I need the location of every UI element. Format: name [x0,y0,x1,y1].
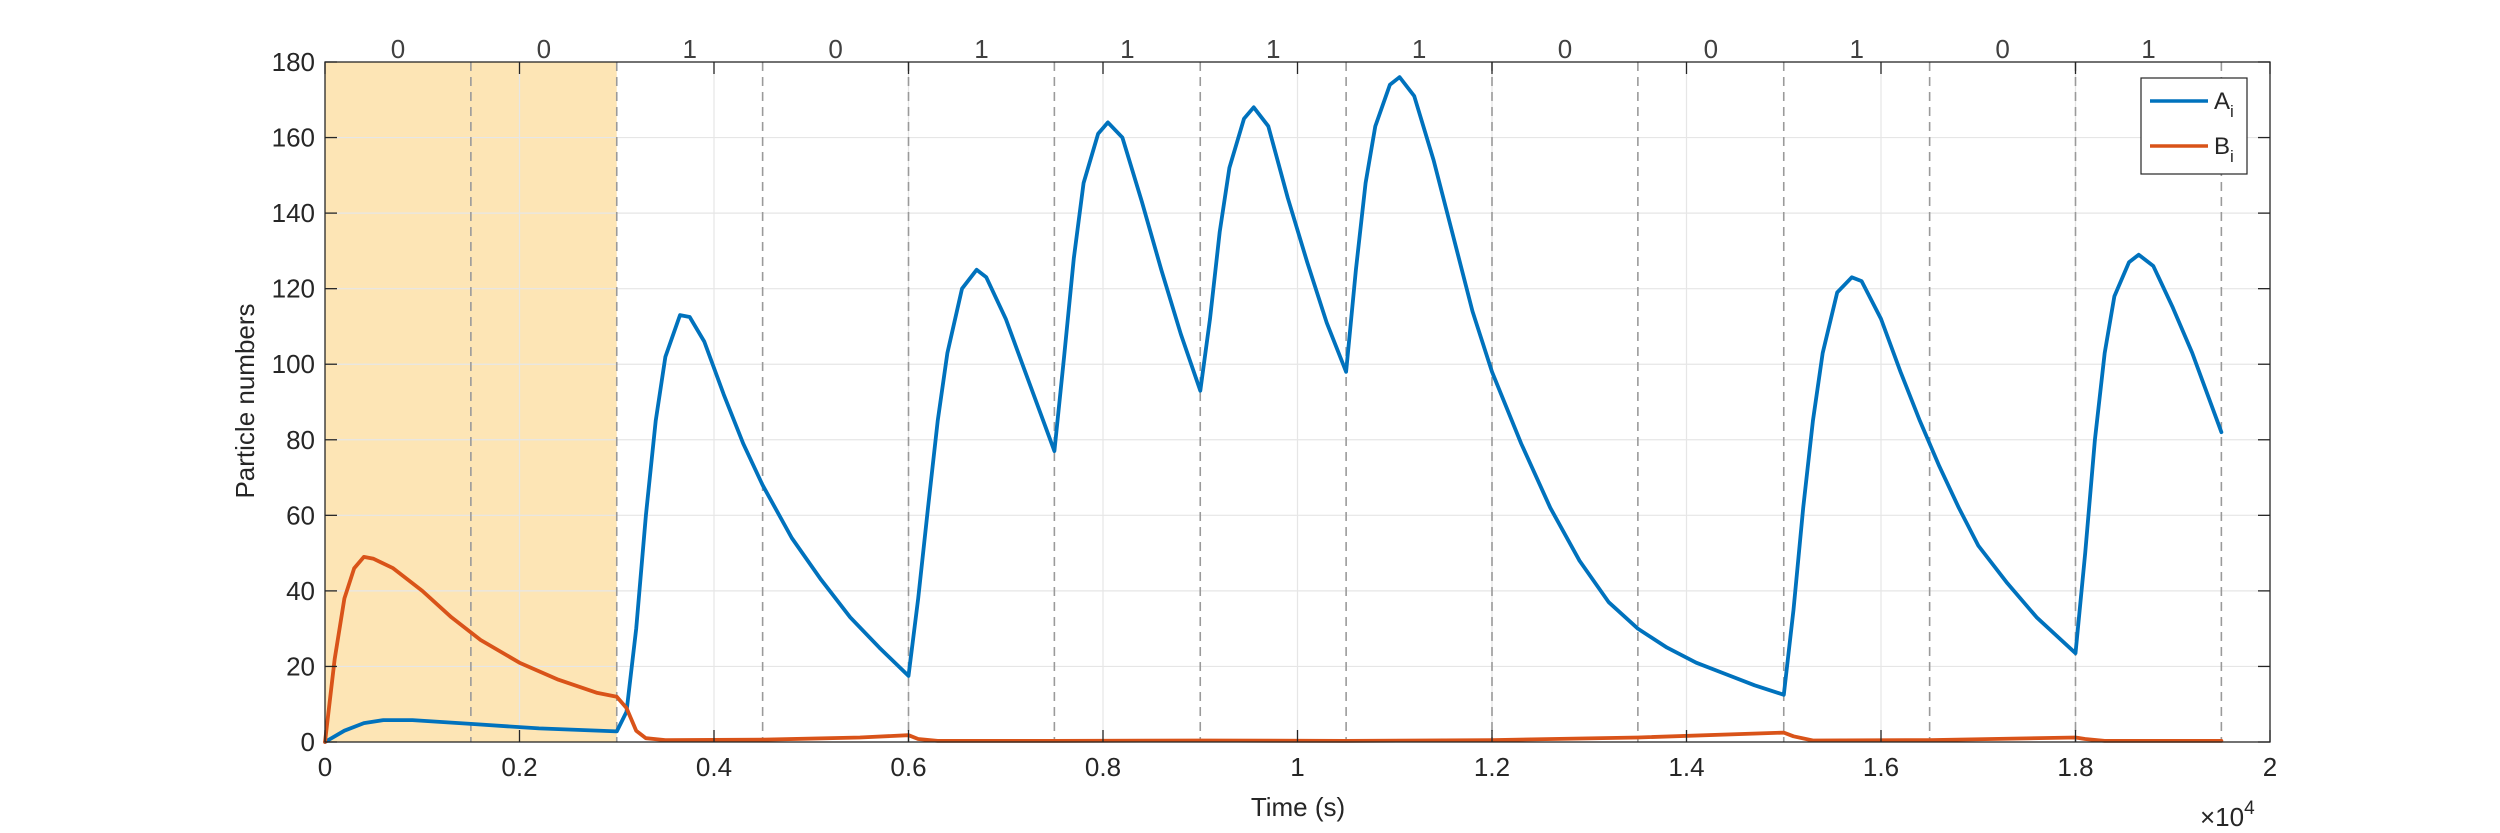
x-tick-label: 1.4 [1668,752,1704,782]
x-exponent-power: 4 [2244,798,2255,819]
interval-label: 1 [2141,34,2155,64]
y-tick-label: 180 [272,47,315,77]
axes [324,61,2271,743]
legend: Ai Bi [2140,77,2248,175]
x-tick-label: 0.4 [696,752,732,782]
legend-sub-b: i [2230,147,2234,166]
interval-label: 0 [1558,34,1572,64]
x-tick-label: 0.6 [890,752,926,782]
legend-box [2140,77,2248,175]
y-tick-label: 60 [286,500,315,530]
y-tick-label: 40 [286,576,315,606]
x-tick-label: 1.8 [2057,752,2093,782]
x-exponent-label: ×104 [2200,798,2255,832]
interval-label: 1 [682,34,696,64]
interval-label: 0 [828,34,842,64]
legend-name-b: B [2214,133,2230,160]
interval-boundaries [470,62,2223,742]
series-line-a [323,75,2224,744]
interval-label: 1 [1849,34,1863,64]
interval-label: 0 [537,34,551,64]
legend-entry-a: Ai [2214,88,2234,121]
y-tick-label: 100 [272,349,315,379]
interval-label: 1 [974,34,988,64]
tick-labels: 0 0.2 0.4 0.6 0.8 1 1.2 1.4 1.6 1.8 20204060801001… [272,47,2278,782]
y-tick-label: 140 [272,198,315,228]
legend-entry-b: Bi [2214,133,2234,166]
y-tick-label: 0 [301,727,315,757]
x-tick-label: 1.6 [1863,752,1899,782]
x-tick-label: 0.2 [501,752,537,782]
y-tick-label: 160 [272,123,315,153]
y-tick-label: 120 [272,274,315,304]
x-tick-label: 1.2 [1474,752,1510,782]
y-tick-label: 20 [286,651,315,681]
legend-sub-a: i [2230,102,2234,121]
x-tick-label: 2 [2263,752,2277,782]
interval-label: 1 [1120,34,1134,64]
y-axis-label: Particle numbers [230,303,260,498]
interval-label: 0 [1995,34,2009,64]
x-tick-label: 0.8 [1085,752,1121,782]
x-tick-label: 0 [318,752,332,782]
interval-label: 1 [1412,34,1426,64]
y-tick-label: 80 [286,425,315,455]
legend-name-a: A [2214,88,2230,115]
x-tick-label: 1 [1290,752,1304,782]
interval-label: 1 [1266,34,1280,64]
interval-label: 0 [1704,34,1718,64]
interval-label: 0 [391,34,405,64]
x-axis-label: Time (s) [1251,792,1345,822]
interval-labels: 0 0 1 0 1 1 1 1 0 0 1 0 1 [391,34,2156,64]
